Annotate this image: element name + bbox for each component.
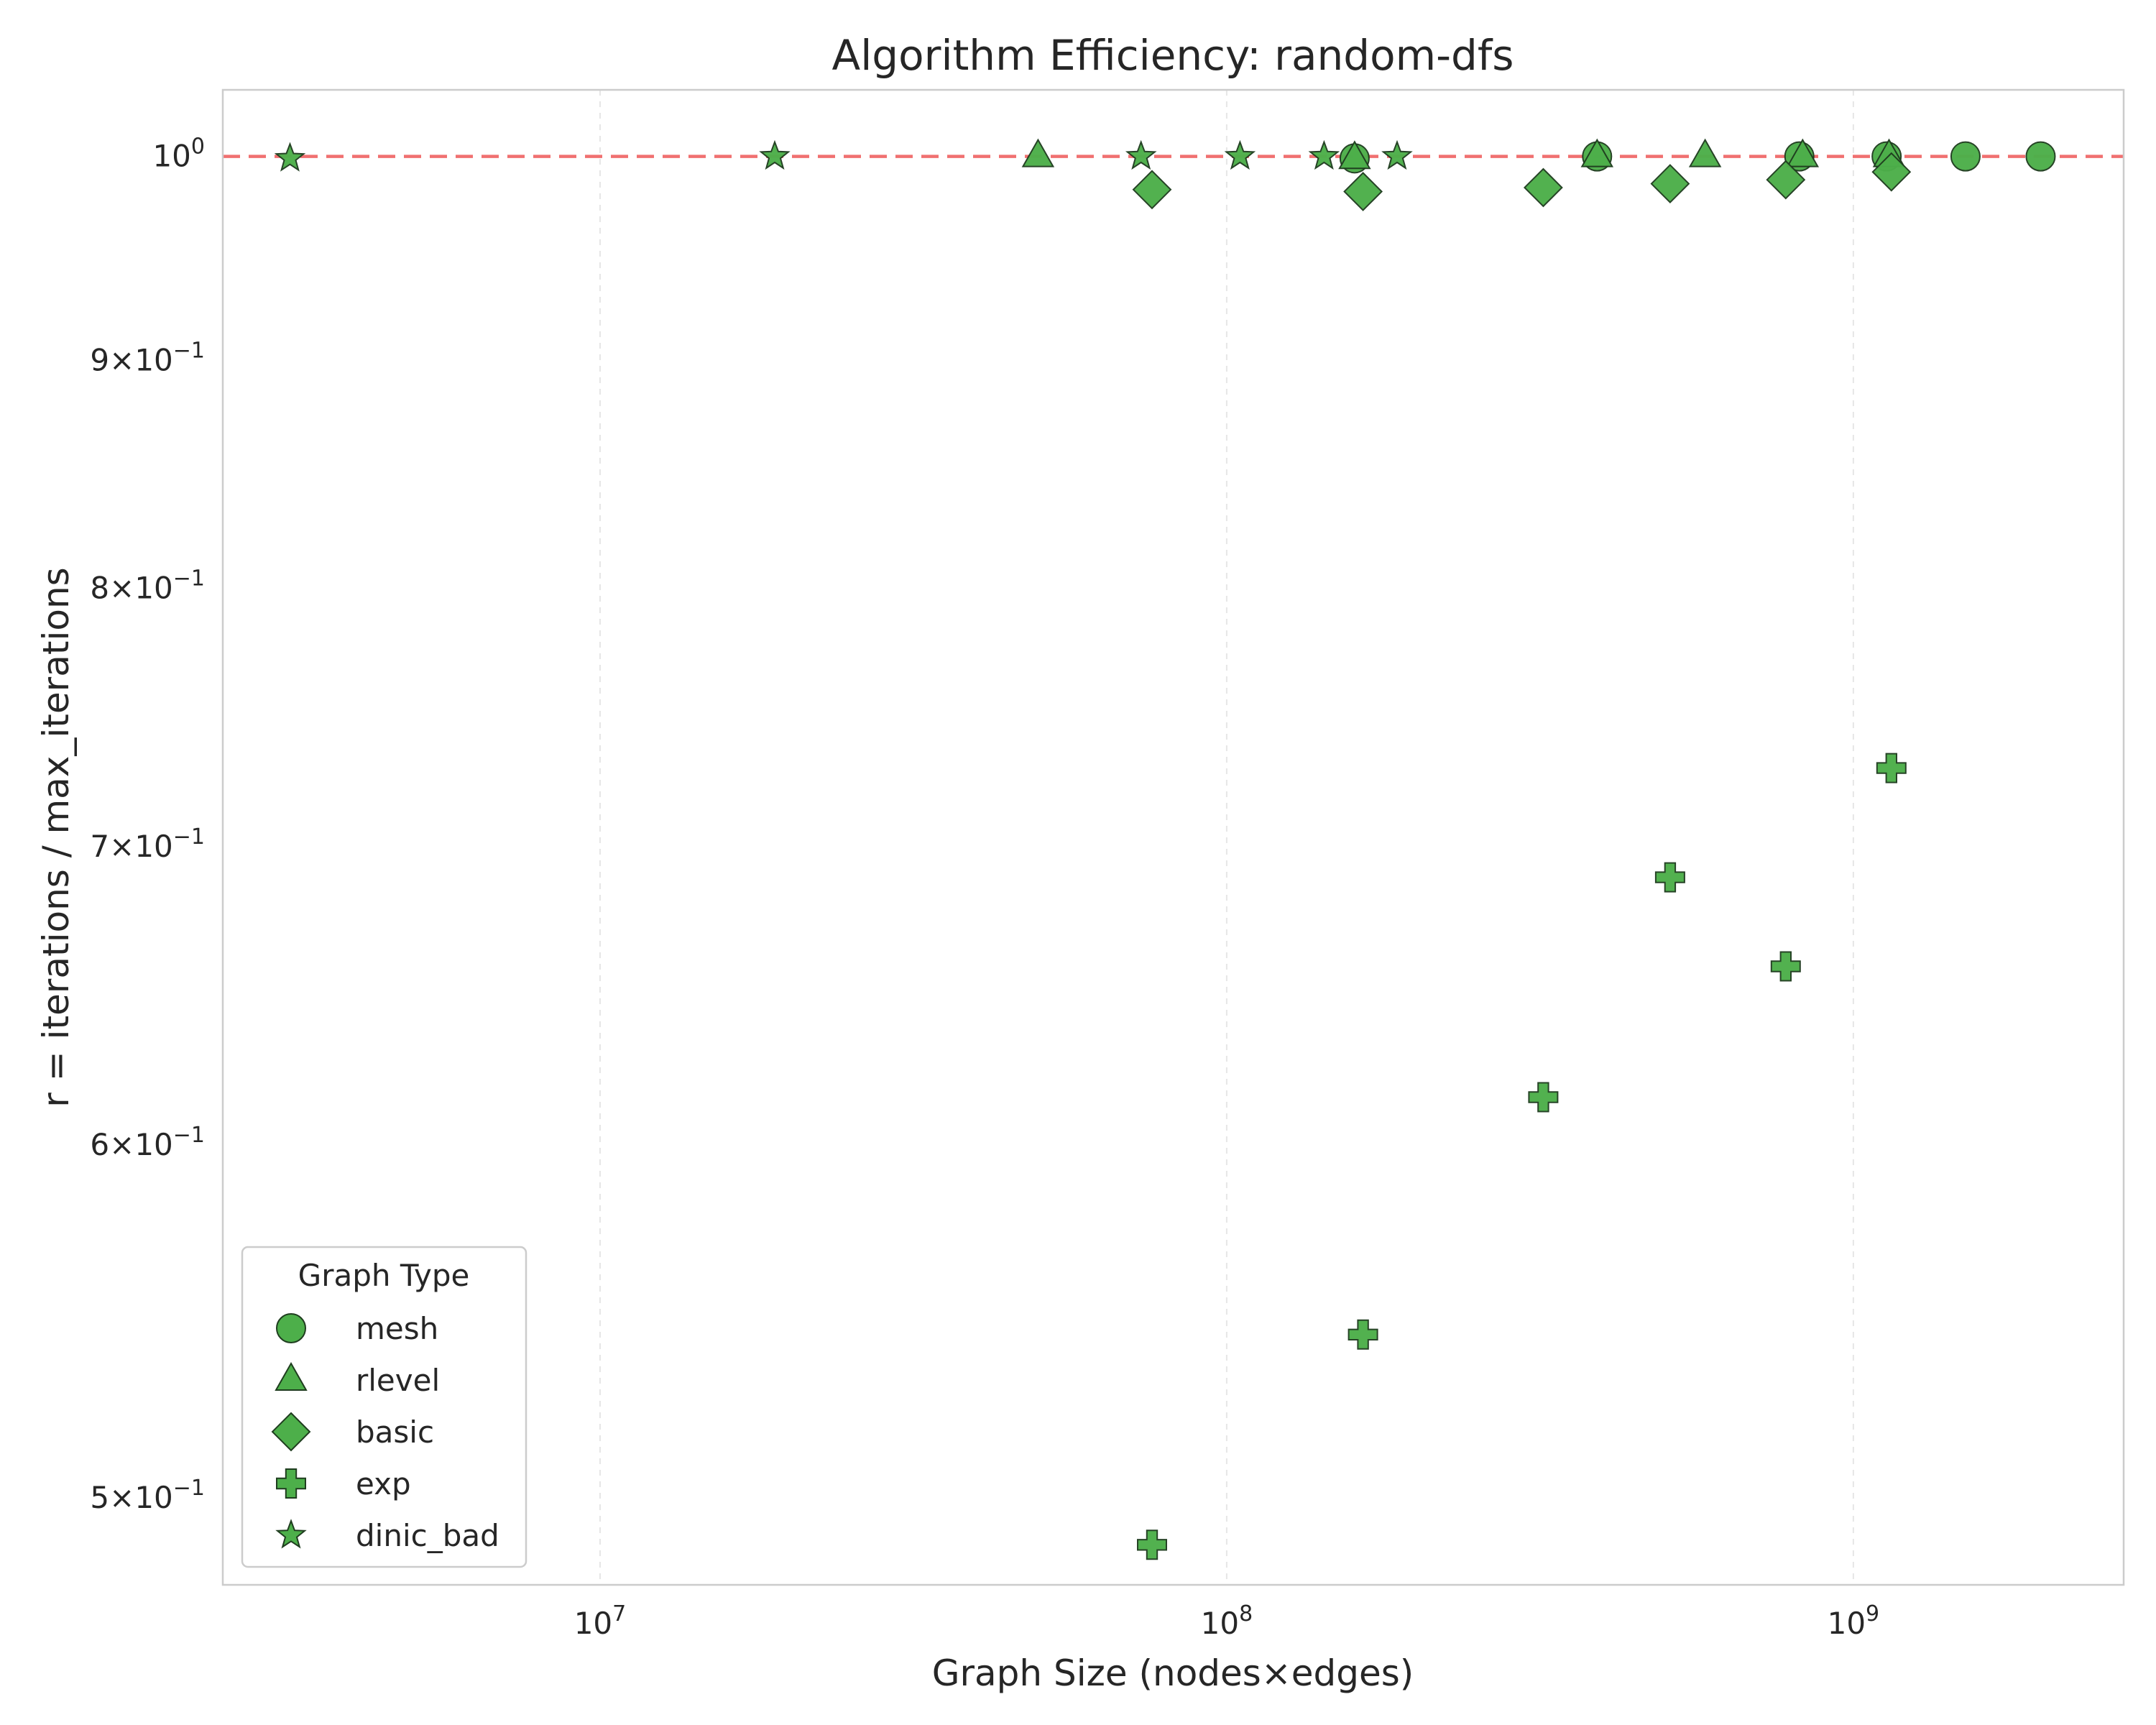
point-dinic_bad — [1308, 139, 1340, 170]
point-dinic_bad — [1125, 139, 1157, 170]
legend-item-exp: exp — [276, 1466, 411, 1501]
y-axis-ticks: 100 9×10−1 8×10−1 7×10−1 6×10−1 5×10−1 — [90, 134, 205, 1515]
point-rlevel — [1338, 140, 1371, 170]
legend-label: basic — [356, 1414, 434, 1450]
y-axis-label: r = iterations / max_iterations — [35, 567, 77, 1107]
legend-marker-basic — [271, 1412, 311, 1452]
legend-title: Graph Type — [298, 1258, 470, 1293]
point-basic — [1523, 167, 1563, 208]
point-mesh — [2025, 141, 2056, 172]
x-axis-label: Graph Size (nodes×edges) — [932, 1652, 1414, 1694]
legend-item-basic: basic — [271, 1412, 434, 1452]
y-tick-label: 9×10−1 — [90, 338, 205, 377]
x-tick-label: 109 — [1828, 1601, 1880, 1641]
point-dinic_bad — [759, 139, 791, 170]
series-rlevel — [1021, 138, 1906, 170]
point-basic — [1132, 170, 1172, 210]
point-basic — [1871, 152, 1912, 192]
x-tick-label: 107 — [574, 1601, 627, 1641]
series-dinic_bad — [274, 139, 1413, 172]
y-tick-label: 5×10−1 — [90, 1476, 205, 1515]
series-exp — [1137, 753, 1907, 1560]
legend-label: rlevel — [356, 1363, 440, 1398]
plot-frame — [221, 88, 2125, 1586]
x-axis-ticks: 107 108 109 — [574, 1601, 1879, 1641]
legend-box — [241, 1246, 528, 1568]
point-exp — [1770, 951, 1801, 982]
point-mesh — [1950, 141, 1981, 172]
grid-lines — [599, 90, 1854, 1585]
series-basic — [1132, 152, 1912, 211]
legend-label: dinic_bad — [356, 1518, 499, 1553]
y-tick-label: 7×10−1 — [90, 824, 205, 864]
legend-marker-dinic_bad — [275, 1519, 307, 1549]
point-basic — [1766, 160, 1806, 200]
point-rlevel — [1786, 138, 1820, 167]
legend-label: mesh — [356, 1311, 438, 1346]
data-points — [274, 138, 2056, 1560]
point-exp — [1137, 1530, 1167, 1560]
point-dinic_bad — [1224, 139, 1256, 170]
point-exp — [1876, 753, 1907, 783]
legend-item-rlevel: rlevel — [275, 1361, 440, 1398]
point-exp — [1528, 1082, 1559, 1113]
point-basic — [1343, 172, 1383, 211]
point-dinic_bad — [1381, 139, 1413, 170]
point-rlevel — [1021, 138, 1055, 167]
legend-label: exp — [356, 1466, 411, 1501]
y-tick-label: 8×10−1 — [90, 566, 205, 605]
legend-marker-rlevel — [275, 1361, 308, 1391]
chart-title: Algorithm Efficiency: random-dfs — [832, 31, 1514, 80]
point-basic — [1650, 164, 1690, 204]
legend-marker-mesh — [276, 1313, 306, 1343]
legend-marker-exp — [276, 1468, 306, 1499]
point-exp — [1348, 1319, 1378, 1350]
y-tick-label: 6×10−1 — [90, 1123, 205, 1162]
y-tick-label: 100 — [152, 134, 205, 174]
legend: Graph Type mesh rlevel basic exp dinic_bad — [241, 1246, 528, 1568]
point-exp — [1654, 862, 1685, 893]
legend-item-mesh: mesh — [276, 1311, 438, 1346]
legend-item-dinic_bad: dinic_bad — [275, 1518, 499, 1553]
point-rlevel — [1688, 138, 1722, 167]
point-dinic_bad — [274, 142, 306, 172]
point-rlevel — [1580, 138, 1614, 167]
x-tick-label: 108 — [1201, 1601, 1253, 1641]
legend-entries: mesh rlevel basic exp dinic_bad — [271, 1311, 499, 1553]
